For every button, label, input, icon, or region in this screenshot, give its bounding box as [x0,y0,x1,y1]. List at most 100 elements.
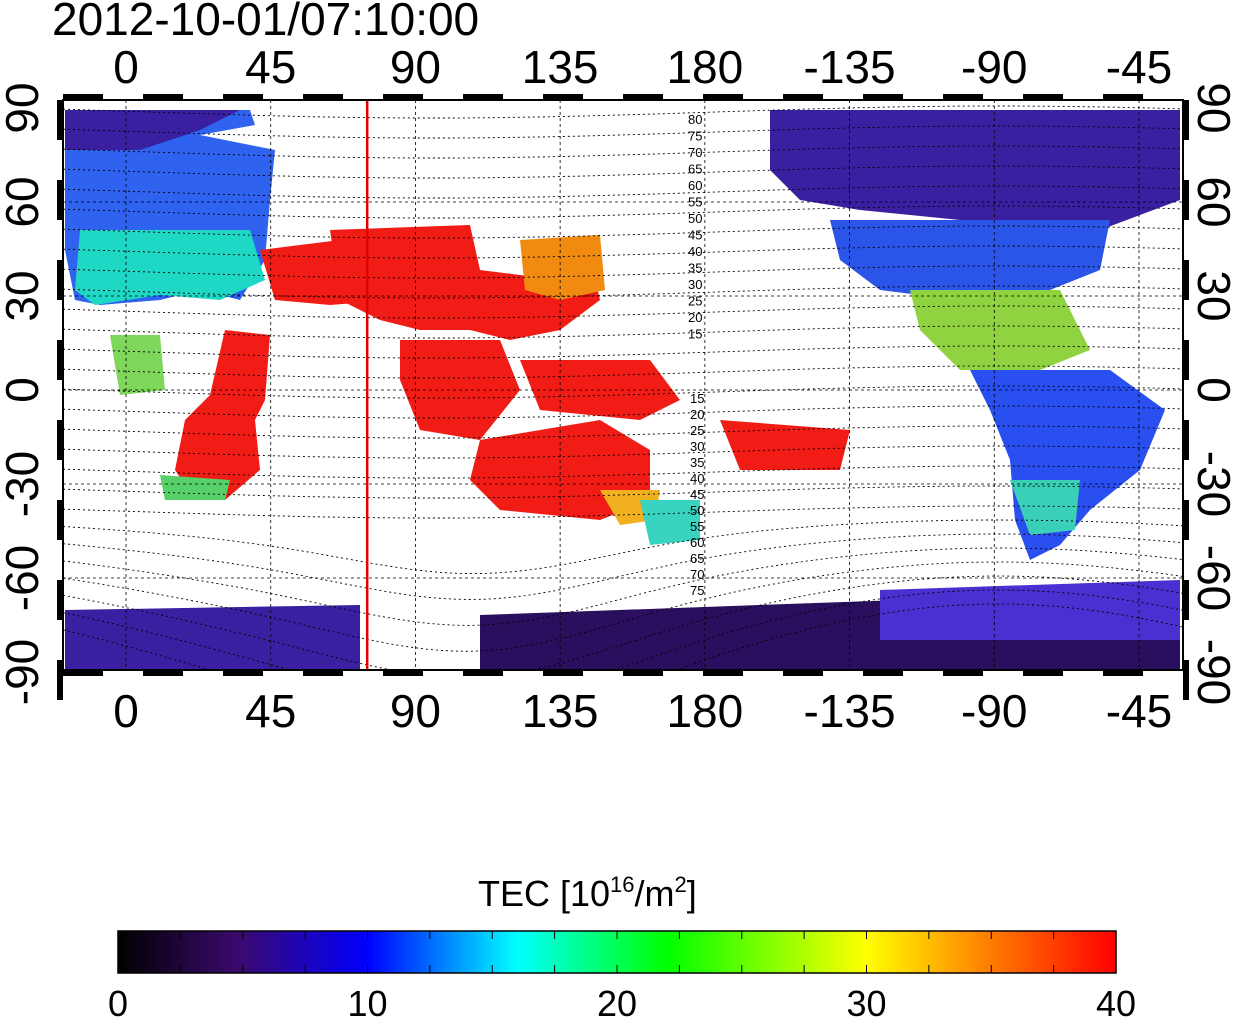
frame-tick [383,670,423,676]
contour-line [63,305,1183,319]
left-latitude-label: -30 [0,451,48,517]
frame-tick [1023,94,1063,100]
contour-line [63,325,1183,339]
frame-tick [1183,660,1189,700]
colorbar-title: TEC [1016/m2] [478,872,697,914]
frame-tick [863,670,903,676]
contour-label-south: 50 [690,503,704,518]
tec-region-asia [330,225,600,340]
frame-tick [57,180,63,220]
frame-tick [703,94,743,100]
contour-label-north: 70 [688,145,702,160]
contour-line [63,465,1183,479]
frame-tick [57,500,63,540]
contour-line [63,265,1183,279]
contour-line [63,485,1183,499]
bottom-longitude-label: -135 [804,685,896,737]
left-latitude-label: -90 [0,639,48,705]
bottom-longitude-label: 45 [245,685,296,737]
contour-label-north: 60 [688,178,702,193]
frame-tick [223,670,263,676]
frame-tick [623,94,663,100]
colorbar-tick-label: 10 [347,983,387,1021]
colorbar-tick-label: 0 [108,983,128,1021]
bottom-longitude-label: 0 [113,685,139,737]
left-latitude-axis: 90 60 30 0 -30 -60 -90 [0,82,48,705]
right-latitude-label: 60 [1188,176,1235,227]
frame-tick [1103,670,1143,676]
bottom-longitude-axis: 0 45 90 135 180 -135 -90 -45 [113,685,1172,737]
tec-region-north-america [830,220,1110,300]
frame-tick [383,94,423,100]
right-latitude-axis: 90 60 30 0 -30 -60 -90 [1188,82,1235,705]
contour-line [63,365,1183,379]
tec-region-antarctic-band [880,580,1180,640]
contour-line [63,245,1183,259]
frame-tick [57,420,63,460]
top-longitude-label: 135 [522,41,599,93]
contour-label-south: 55 [690,519,704,534]
contour-line [63,405,1183,419]
top-longitude-label: 45 [245,41,296,93]
contour-label-south: 40 [690,471,704,486]
tec-region-east-asia [520,235,605,300]
top-longitude-axis: 0 45 90 135 180 -135 -90 -45 [113,41,1172,93]
tec-region-africa [175,330,270,500]
frame-tick [303,94,343,100]
map-panel [63,100,1183,670]
contour-line [63,547,1183,626]
frame-tick [63,670,103,676]
tec-region-south-america [970,370,1165,560]
frame-tick [1183,340,1189,380]
bottom-longitude-label: 180 [666,685,743,737]
lat-lon-grid [63,100,1183,670]
frame-ticks [57,94,1189,700]
right-latitude-label: 30 [1188,270,1235,321]
frame-tick [63,94,103,100]
tec-region-south-america-south [1010,480,1080,535]
contour-label-north: 65 [688,162,702,177]
contour-label-north: 35 [688,261,702,276]
frame-tick [57,660,63,700]
tec-region-arctic-america [770,110,1180,230]
frame-tick [783,670,823,676]
frame-tick [623,670,663,676]
timestamp-title: 2012-10-01/07:10:00 [52,0,479,45]
right-latitude-label: 90 [1188,82,1235,133]
frame-tick [1183,180,1189,220]
contour-line [63,145,1183,159]
contour-label-south: 25 [690,423,704,438]
contour-label-north: 75 [688,129,702,144]
contour-line [63,225,1183,239]
tec-region-europe-south [75,230,265,305]
tec-region-antarctic-west [65,605,360,670]
contour-line [63,125,1183,139]
colorbar-tick-label: 20 [597,983,637,1021]
contour-line [63,561,1183,652]
contour-label-north: 50 [688,211,702,226]
frame-tick [1183,260,1189,300]
contour-line [63,385,1183,399]
frame-tick [57,580,63,620]
colorbar-tick-label: 40 [1096,983,1136,1021]
contour-line [63,345,1183,359]
frame-tick [1183,500,1189,540]
top-longitude-label: -45 [1106,41,1172,93]
contour-line [63,205,1183,219]
tec-region-pacific-islands [720,420,850,470]
frame-tick [1023,670,1063,676]
frame-tick [543,94,583,100]
contour-line [63,589,1183,670]
contour-label-north: 15 [688,327,702,342]
contour-line [63,105,1183,119]
contour-label-south: 15 [690,391,704,406]
frame-tick [143,670,183,676]
contour-label-north: 80 [688,112,702,127]
contour-label-north: 55 [688,195,702,210]
bottom-longitude-label: -45 [1106,685,1172,737]
contour-label-south: 75 [690,583,704,598]
contour-label-south: 70 [690,567,704,582]
bottom-longitude-label: 135 [522,685,599,737]
frame-tick [783,94,823,100]
frame-tick [943,94,983,100]
